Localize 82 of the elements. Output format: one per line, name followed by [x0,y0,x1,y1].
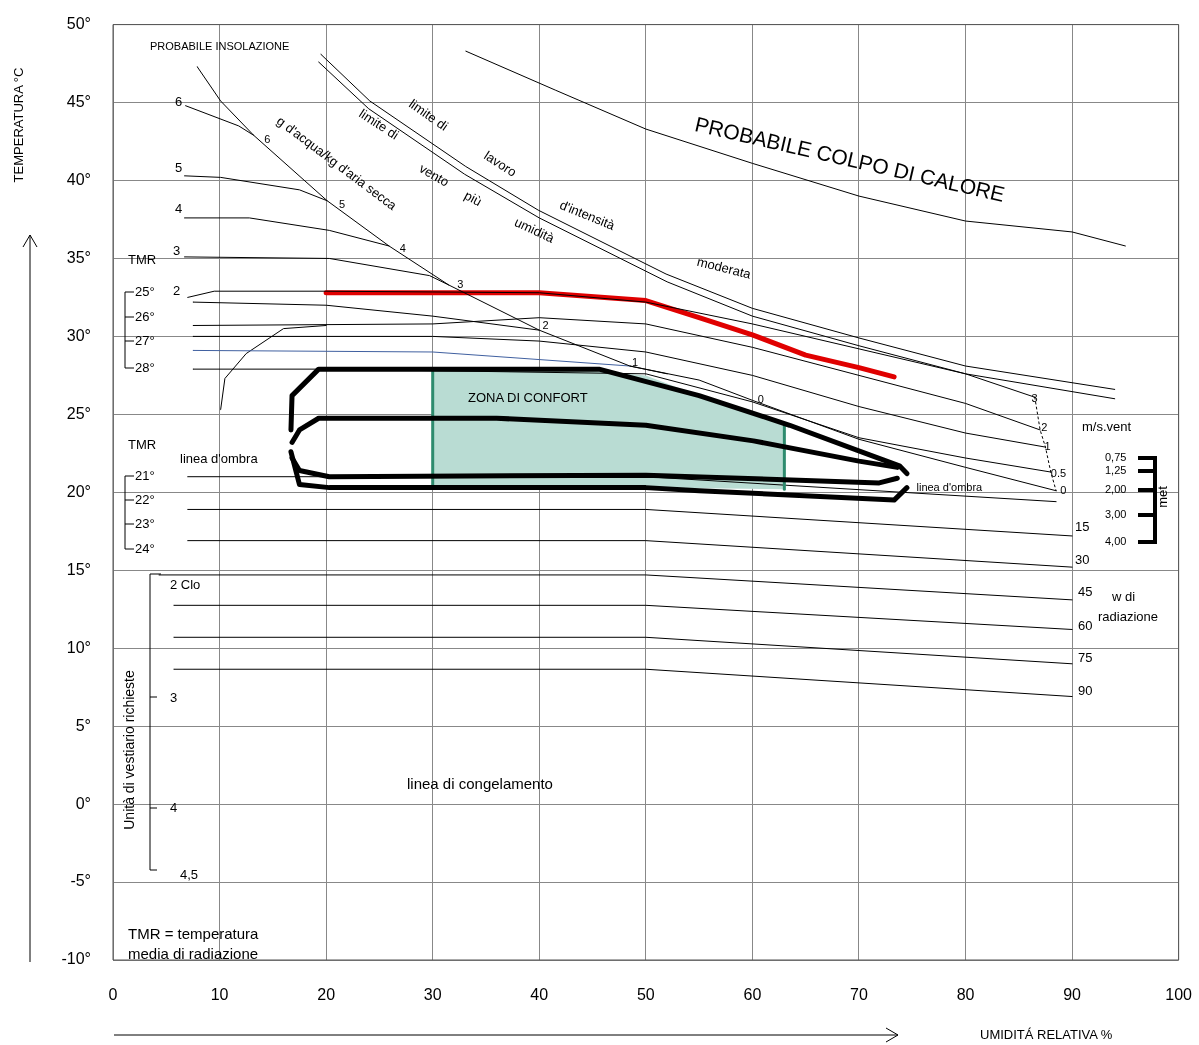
annotation: più [461,187,485,209]
annotation: m/s.vent [1082,418,1132,434]
annotation: 6 [264,133,271,145]
annotation: 24° [135,540,155,556]
y-tick-label: 5° [75,716,91,734]
x-tick-label: 30 [423,986,442,1004]
annotation: 4 [170,799,178,815]
annotation: 75 [1078,649,1093,665]
y-tick-label: -5° [70,872,91,890]
annotation: 5 [175,159,183,175]
y-tick-label: 30° [66,326,91,344]
y-tick-label: 50° [66,15,91,33]
annotation: 3,00 [1105,508,1127,521]
annotation: w di [1111,588,1136,604]
annotation: 4,00 [1105,535,1127,548]
x-tick-label: 0 [108,986,118,1004]
annotation: 21° [135,467,155,483]
annotation: met [1154,485,1170,508]
annotation: TMR [128,251,157,267]
annotation: 2 Clo [170,576,201,592]
annotation: 2 [173,282,181,298]
x-tick-label: 80 [956,986,975,1004]
annotation: 0,75 [1105,451,1127,464]
annotation: 28° [135,359,155,375]
annotation: 27° [135,332,155,348]
annotation: radiazione [1098,608,1158,624]
annotation: 30 [1075,551,1090,567]
annotation: ZONA DI CONFORT [468,389,588,405]
annotation: linea di congelamento [407,775,553,793]
annotation: 3 [173,242,181,258]
annotation: 15 [1075,518,1090,534]
x-tick-label: 20 [317,986,336,1004]
annotation: 60 [1078,617,1093,633]
annotation: 1 [1044,440,1051,453]
annotation: linea d'ombra [180,450,259,466]
y-tick-label: 15° [66,560,91,578]
annotation: 26° [135,308,155,324]
y-axis-title: TEMPERATURA °C [10,67,26,183]
annotation: 1,25 [1105,464,1127,477]
x-tick-label: 60 [743,986,762,1004]
annotation: 25° [135,283,155,299]
annotation: 4 [399,242,406,255]
annotation: 0 [1060,483,1067,496]
annotation: 0 [757,393,764,406]
annotation: 2 [1041,421,1048,434]
annotation: moderata [695,253,754,282]
annotation: 4,5 [180,866,199,882]
annotation: 22° [135,491,155,507]
x-tick-label: 100 [1165,986,1193,1004]
annotation: 45 [1078,583,1093,599]
annotation: PROBABILE INSOLAZIONE [150,40,290,53]
annotation: TMR [128,436,157,452]
x-tick-label: 50 [636,986,655,1004]
y-tick-label: 45° [66,92,91,110]
y-tick-label: 0° [75,794,91,812]
y-tick-label: 20° [66,482,91,500]
annotation: 3 [1031,391,1038,404]
annotation: 1 [631,355,639,368]
annotation: 90 [1078,682,1093,698]
annotation: 2,00 [1105,483,1127,496]
y-tick-label: 10° [66,638,91,656]
annotation: 23° [135,515,155,531]
annotation: Unità di vestiario richieste [120,670,137,830]
x-tick-label: 70 [850,986,868,1004]
annotation: TMR = temperatura media di radiazione [128,925,260,963]
y-tick-label: 25° [66,404,91,422]
x-axis-title: UMIDITÁ RELATIVA % [980,1027,1113,1042]
annotation: 6 [175,93,183,109]
annotation: 2 [542,318,549,331]
x-tick-label: 90 [1063,986,1082,1004]
annotation: 0.5 [1050,466,1067,479]
y-tick-label: 35° [66,248,91,266]
y-tick-label: 40° [66,170,91,188]
y-tick-label: -10° [61,950,91,968]
annotation: 3 [170,689,178,705]
annotation: vento [416,160,452,190]
x-tick-label: 10 [210,986,229,1004]
x-tick-label: 40 [530,986,549,1004]
annotation: 4 [175,200,183,216]
annotation: 3 [457,277,464,290]
annotation: linea d'ombra [916,480,984,493]
annotation: 5 [338,198,346,211]
